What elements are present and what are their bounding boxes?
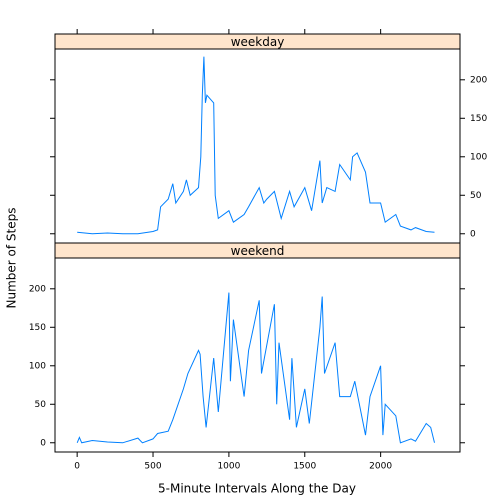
y-tick-label: 100 [29, 361, 46, 371]
y-tick-label: 0 [40, 438, 46, 448]
y-axis-label: Number of Steps [5, 208, 19, 309]
x-tick-label: 0 [74, 462, 80, 472]
y-tick-label: 150 [470, 114, 487, 124]
y-tick-label: 150 [29, 323, 46, 333]
y-tick-label: 50 [35, 400, 47, 410]
x-axis-label: 5-Minute Intervals Along the Day [158, 482, 356, 496]
strip-label: weekend [231, 244, 285, 258]
panel-border [54, 257, 461, 453]
y-tick-label: 0 [470, 229, 476, 239]
panel-border [54, 48, 461, 244]
line [77, 56, 435, 235]
y-tick-label: 200 [29, 284, 46, 294]
strip-label: weekday [231, 35, 285, 49]
y-tick-label: 100 [470, 152, 487, 162]
x-tick-label: 500 [144, 462, 161, 472]
y-tick-label: 50 [470, 191, 482, 201]
y-tick-label: 200 [470, 75, 487, 85]
x-tick-label: 1000 [217, 462, 240, 472]
x-tick-label: 2000 [369, 462, 392, 472]
line [76, 292, 435, 444]
x-tick-label: 1500 [293, 462, 316, 472]
